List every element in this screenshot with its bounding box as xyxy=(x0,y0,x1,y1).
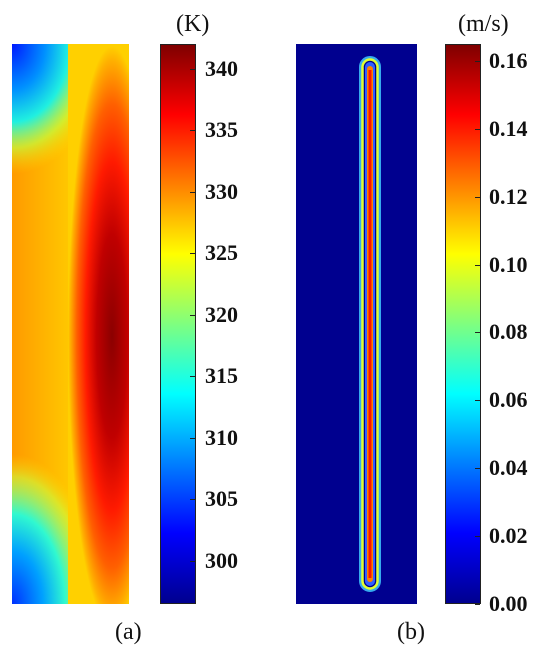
colorbar-tick-mark xyxy=(190,437,195,439)
colorbar-tick-mark xyxy=(475,536,480,538)
velocity-colorbar-ticks: 0.16 0.14 0.12 0.10 0.08 0.06 0.04 0.02 0.00 xyxy=(445,44,535,615)
colorbar-tick-mark xyxy=(190,376,195,378)
colorbar-tick-mark xyxy=(190,253,195,255)
colorbar-tick-label: 0.12 xyxy=(489,183,528,209)
colorbar-tick-mark xyxy=(475,468,480,470)
colorbar-tick-label: 305 xyxy=(205,486,238,512)
colorbar-tick-mark xyxy=(475,332,480,334)
colorbar-tick-label: 0.14 xyxy=(489,115,528,141)
colorbar-tick-label: 325 xyxy=(205,240,238,266)
colorbar-tick-label: 300 xyxy=(205,547,238,573)
colorbar-tick-mark xyxy=(475,264,480,266)
temperature-colorbar xyxy=(160,44,196,604)
colorbar-tick-mark xyxy=(190,68,195,70)
panel-b-caption: (b) xyxy=(397,619,425,645)
colorbar-tick-label: 315 xyxy=(205,363,238,389)
colorbar-tick-label: 340 xyxy=(205,55,238,81)
colorbar-tick-mark xyxy=(190,499,195,501)
colorbar-tick-mark xyxy=(475,400,480,402)
panel-a-caption: (a) xyxy=(115,619,142,645)
colorbar-tick-label: 310 xyxy=(205,424,238,450)
temperature-colorbar-ticks: 340 335 330 325 320 315 310 305 300 xyxy=(160,44,240,604)
temperature-unit-label: (K) xyxy=(176,11,210,37)
colorbar-tick-label: 0.08 xyxy=(489,319,528,345)
colorbar-tick-mark xyxy=(190,560,195,562)
colorbar-tick-label: 0.06 xyxy=(489,387,528,413)
colorbar-tick-mark xyxy=(190,314,195,316)
colorbar-tick-label: 0.00 xyxy=(489,591,528,616)
colorbar-tick-label: 0.10 xyxy=(489,251,528,277)
colorbar-tick-mark xyxy=(190,191,195,193)
colorbar-tick-mark xyxy=(190,130,195,132)
colorbar-tick-label: 0.04 xyxy=(489,455,528,481)
colorbar-tick-mark xyxy=(475,196,480,198)
colorbar-tick-mark xyxy=(475,604,480,605)
colorbar-tick-label: 0.16 xyxy=(489,47,528,73)
colorbar-tick-label: 320 xyxy=(205,301,238,327)
colorbar-tick-mark xyxy=(475,128,480,130)
colorbar-tick-label: 335 xyxy=(205,117,238,143)
colorbar-tick-label: 330 xyxy=(205,178,238,204)
colorbar-tick-label: 0.02 xyxy=(489,523,528,549)
velocity-colorbar xyxy=(445,44,481,604)
velocity-field-plot xyxy=(296,44,417,604)
colorbar-tick-mark xyxy=(475,60,480,62)
temperature-field-plot xyxy=(12,44,129,604)
velocity-unit-label: (m/s) xyxy=(458,11,509,37)
